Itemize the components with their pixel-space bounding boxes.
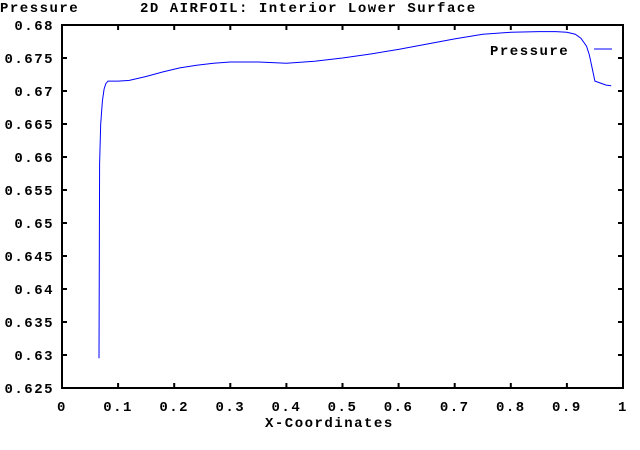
x-axis-label: X-Coordinates [265,416,394,432]
y-tick-label: 0.63 [14,349,54,365]
legend-label: Pressure [490,44,569,60]
x-tick-label: 0.4 [272,400,302,416]
y-tick-label: 0.645 [4,250,54,266]
y-tick-label: 0.68 [14,19,54,35]
x-tick-label: 0.1 [103,400,133,416]
pressure-series-line [98,31,612,359]
y-axis-label: Pressure [0,1,79,17]
x-tick-label: 0.7 [440,400,470,416]
x-tick-label: 0.8 [496,400,526,416]
x-tick-label: 0.9 [552,400,582,416]
y-tick-label: 0.665 [4,118,54,134]
chart-title: 2D AIRFOIL: Interior Lower Surface [140,1,477,17]
plot-frame [61,24,624,389]
y-tick-label: 0.635 [4,316,54,332]
y-tick-label: 0.66 [14,151,54,167]
y-tick-label: 0.655 [4,184,54,200]
y-tick-label: 0.64 [14,283,54,299]
x-tick-label: 0.2 [159,400,189,416]
y-tick-label: 0.625 [4,382,54,398]
y-tick-label: 0.65 [14,217,54,233]
x-tick-label: 1 [618,400,628,416]
y-tick-label: 0.675 [4,52,54,68]
x-tick-label: 0.5 [328,400,358,416]
x-tick-label: 0 [57,400,67,416]
y-tick-label: 0.67 [14,85,54,101]
x-tick-label: 0.6 [384,400,414,416]
x-tick-label: 0.3 [215,400,245,416]
